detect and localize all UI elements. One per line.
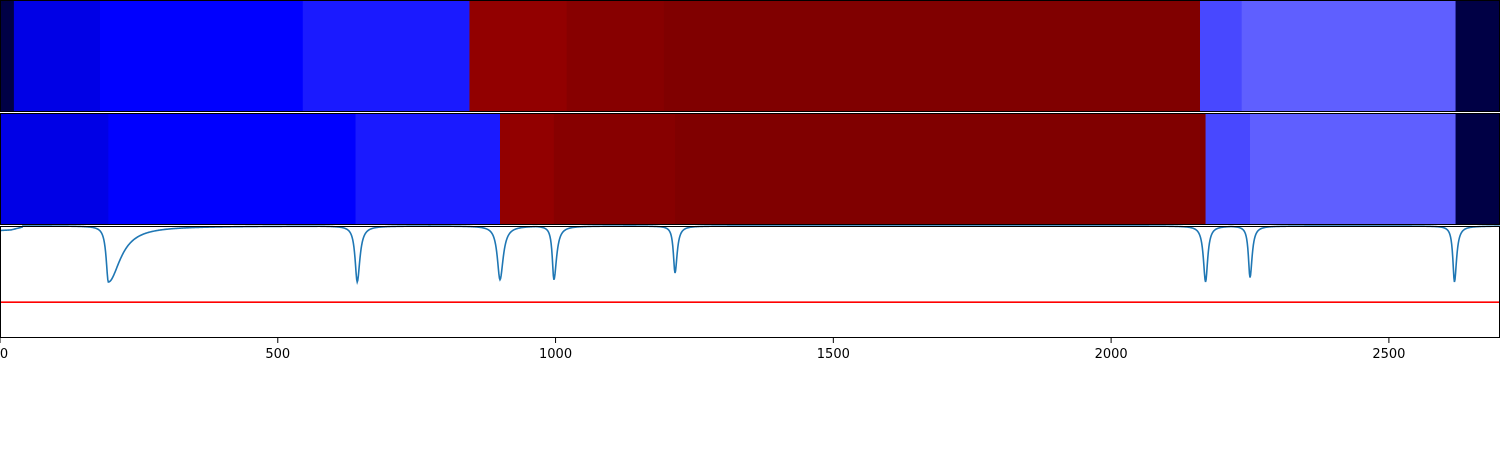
heatmap-cell bbox=[1200, 0, 1243, 112]
heatmap-cell bbox=[1205, 113, 1251, 225]
series-line-dips bbox=[0, 225, 1500, 285]
heatmap-cell bbox=[13, 0, 101, 112]
x-tick-label: 1000 bbox=[539, 347, 572, 362]
heatmap-cell bbox=[355, 113, 501, 225]
heatmap-cell bbox=[566, 0, 665, 112]
panel-frame bbox=[0, 226, 1500, 338]
heatmap-cell bbox=[100, 0, 304, 112]
heatmap-cell bbox=[1241, 0, 1457, 112]
heatmap-cell bbox=[663, 0, 1201, 112]
heatmap-cell bbox=[500, 113, 555, 225]
heatmap-top-panel bbox=[0, 0, 1500, 112]
heatmap-cell bbox=[302, 0, 470, 112]
line-plot-panel bbox=[0, 225, 1500, 338]
x-axis: 0 500 1000 1500 2000 2500 bbox=[0, 338, 1405, 362]
heatmap-cell bbox=[108, 113, 357, 225]
heatmap-middle-panel bbox=[0, 113, 1500, 225]
x-tick-label: 0 bbox=[0, 347, 8, 362]
x-tick-label: 1500 bbox=[817, 347, 850, 362]
x-tick-label: 2500 bbox=[1372, 347, 1405, 362]
heatmap-cell bbox=[675, 113, 1207, 225]
heatmap-cell bbox=[0, 0, 15, 112]
heatmap-cell bbox=[469, 0, 568, 112]
x-tick-label: 2000 bbox=[1095, 347, 1128, 362]
heatmap-cell bbox=[1455, 0, 1500, 112]
heatmap-cell bbox=[1250, 113, 1457, 225]
heatmap-cell bbox=[1455, 113, 1500, 225]
heatmap-cell bbox=[553, 113, 676, 225]
heatmap-cell bbox=[0, 113, 109, 225]
x-tick-label: 500 bbox=[265, 347, 290, 362]
